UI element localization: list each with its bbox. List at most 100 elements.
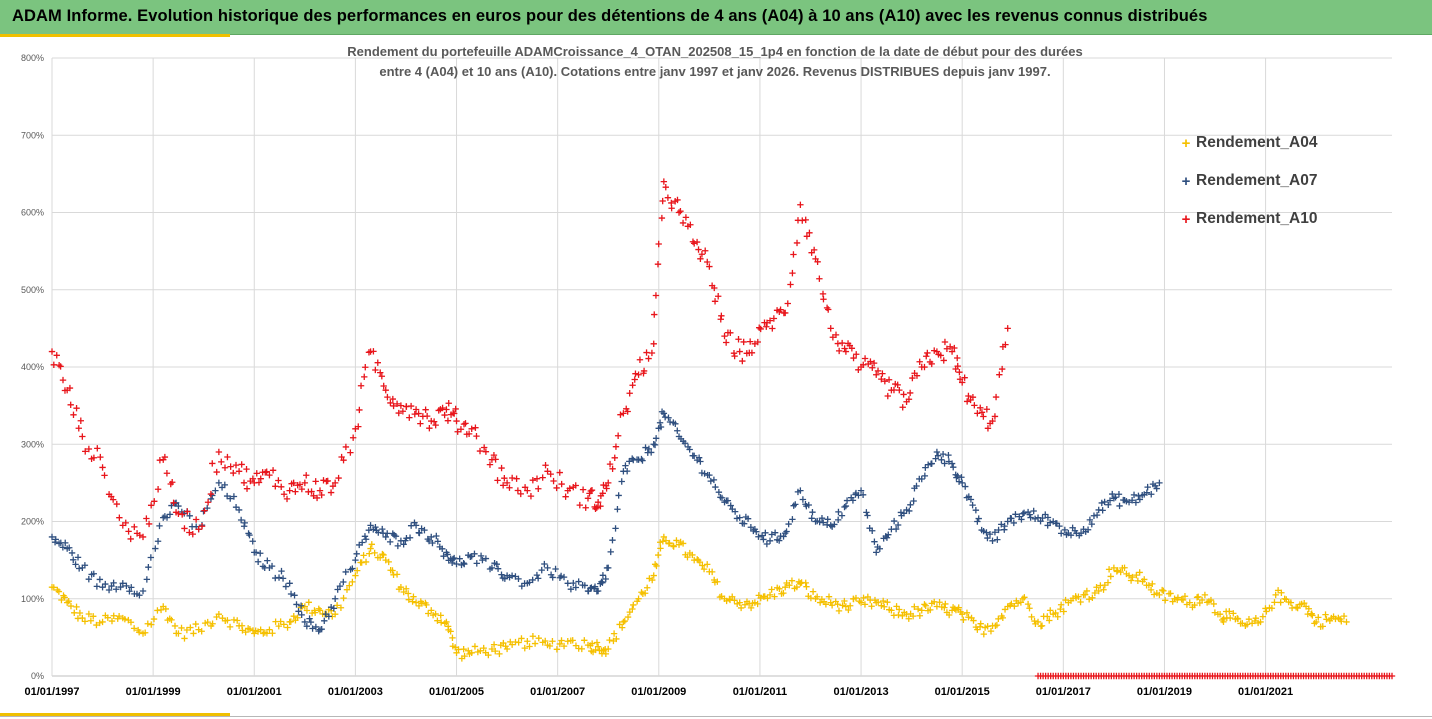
data-point [556, 469, 563, 476]
data-point [621, 617, 628, 625]
data-point [1153, 485, 1160, 492]
data-point [465, 647, 472, 654]
data-point [1263, 608, 1270, 615]
data-point [1167, 590, 1174, 597]
data-point [144, 620, 151, 627]
data-point [335, 474, 342, 482]
data-point [827, 522, 834, 529]
data-point [535, 634, 542, 642]
data-point [961, 374, 968, 381]
data-point [995, 526, 1002, 534]
data-point [599, 579, 606, 586]
data-point [746, 338, 754, 345]
data-point [252, 549, 260, 556]
data-point [444, 551, 451, 558]
data-point [1133, 571, 1140, 579]
data-point [735, 336, 742, 343]
data-point [400, 541, 407, 548]
data-point [684, 553, 691, 561]
data-point [255, 479, 263, 486]
data-point [549, 574, 556, 581]
data-point [695, 454, 703, 461]
data-point [192, 516, 200, 523]
data-point [70, 411, 77, 419]
data-point [136, 592, 143, 599]
data-point [278, 483, 285, 491]
data-point [161, 453, 169, 461]
data-point [939, 450, 947, 458]
data-point [76, 609, 84, 617]
data-point [876, 545, 883, 552]
data-point [657, 423, 665, 431]
data-point [994, 536, 1001, 543]
data-point [624, 613, 632, 621]
data-point [190, 630, 197, 637]
data-point [972, 506, 980, 514]
data-point [614, 432, 622, 439]
legend-label-a04: Rendement_A04 [1196, 134, 1318, 151]
data-point [1086, 516, 1094, 524]
data-point [352, 572, 359, 579]
data-point [587, 487, 594, 495]
data-point [361, 533, 369, 540]
data-point [1141, 576, 1148, 583]
data-point [635, 371, 642, 378]
data-point [362, 536, 370, 543]
data-point [131, 523, 138, 531]
data-point [306, 615, 313, 622]
data-point [1014, 600, 1022, 607]
data-point [857, 599, 865, 606]
data-point [987, 627, 995, 635]
data-point [881, 603, 888, 610]
data-point [900, 391, 907, 398]
data-point [243, 485, 251, 492]
data-point [629, 382, 636, 389]
data-point [657, 545, 664, 552]
data-point [542, 637, 549, 645]
data-point [618, 478, 625, 485]
data-point [673, 537, 680, 544]
data-point [1004, 325, 1011, 332]
data-point [275, 574, 283, 581]
data-point [757, 325, 764, 333]
data-point [346, 582, 353, 589]
data-point [558, 637, 565, 644]
data-point [962, 483, 969, 490]
data-point [55, 588, 63, 595]
data-point [909, 612, 917, 620]
data-point [187, 624, 194, 631]
data-point [996, 371, 1003, 378]
data-point [560, 573, 568, 581]
data-point [1061, 526, 1069, 534]
data-point [169, 479, 176, 486]
data-point [635, 595, 642, 602]
data-point [65, 597, 72, 605]
data-point [272, 483, 279, 490]
data-point [942, 600, 949, 608]
data-point [382, 533, 389, 541]
data-point [181, 635, 188, 642]
data-point [399, 408, 407, 415]
data-point [832, 331, 840, 339]
data-point [168, 616, 175, 624]
data-point [652, 435, 660, 442]
data-point [221, 464, 229, 471]
data-point [48, 533, 56, 541]
data-point [257, 626, 264, 633]
data-point [310, 492, 317, 500]
data-point [1081, 591, 1089, 598]
data-point [1026, 511, 1033, 518]
data-point [362, 364, 369, 371]
data-point [343, 586, 351, 593]
data-point [928, 360, 935, 368]
data-point [1287, 599, 1295, 606]
data-point [1026, 605, 1033, 612]
data-point [911, 603, 918, 610]
data-point [152, 545, 159, 552]
data-point [562, 493, 569, 500]
data-point [945, 611, 953, 619]
data-point [243, 465, 250, 473]
data-point [888, 607, 895, 614]
data-point [993, 621, 1001, 629]
data-point [492, 647, 499, 655]
